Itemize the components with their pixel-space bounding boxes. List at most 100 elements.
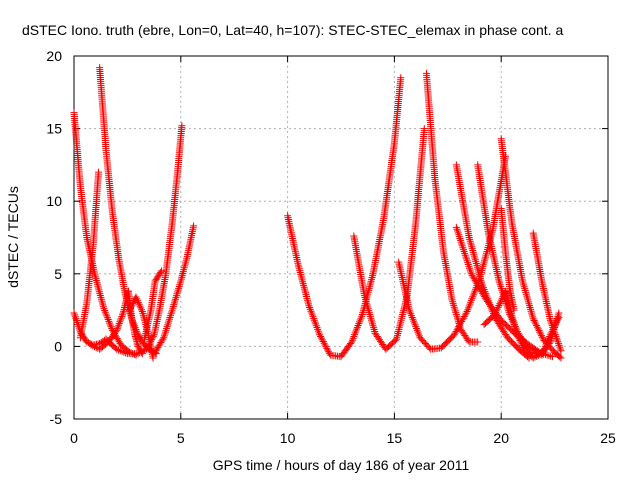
y-tick-label: 20	[46, 48, 62, 64]
data-point-marker	[524, 296, 532, 304]
data-point-marker	[156, 270, 164, 278]
data-point-marker	[470, 250, 478, 258]
data-point-marker	[527, 305, 535, 313]
data-point-marker	[164, 319, 172, 327]
data-point-marker	[165, 317, 173, 325]
data-point-marker	[316, 331, 324, 339]
data-point-marker	[136, 345, 144, 353]
data-point-marker	[459, 314, 467, 322]
data-point-marker	[314, 327, 322, 335]
data-point-marker	[454, 316, 462, 324]
data-point-marker	[526, 302, 534, 310]
data-point-marker	[391, 336, 399, 344]
data-point-marker	[176, 279, 184, 287]
data-point-marker	[557, 354, 565, 362]
data-point-marker	[117, 314, 125, 322]
data-point-marker	[101, 308, 109, 316]
data-point-marker	[496, 281, 504, 289]
data-point-marker	[122, 349, 130, 357]
data-point-marker	[482, 251, 490, 259]
data-point-marker	[311, 318, 319, 326]
data-point-marker	[473, 261, 481, 269]
data-point-marker	[130, 298, 138, 306]
data-point-marker	[548, 327, 556, 335]
data-point-marker	[542, 341, 550, 349]
data-point-marker	[533, 322, 541, 330]
data-point-marker	[462, 253, 470, 261]
data-point-marker	[99, 303, 107, 311]
data-point-marker	[554, 340, 562, 348]
data-point-marker	[320, 339, 328, 347]
data-point-marker	[546, 332, 554, 340]
data-point-marker	[452, 223, 460, 231]
grid-lines	[74, 56, 608, 419]
data-point-marker	[369, 320, 377, 328]
data-point-marker	[548, 353, 556, 361]
data-point-marker	[118, 312, 126, 320]
data-point-marker	[450, 331, 458, 339]
data-point-marker	[71, 313, 79, 321]
data-point-marker	[148, 334, 156, 342]
data-point-marker	[71, 311, 79, 319]
data-point-marker	[136, 302, 144, 310]
dstec-arc-series	[497, 204, 518, 314]
data-point-marker	[149, 332, 157, 340]
data-point-marker	[512, 328, 520, 336]
data-point-marker	[87, 341, 95, 349]
data-point-marker	[115, 346, 122, 354]
data-point-marker	[454, 229, 462, 237]
data-point-marker	[495, 277, 503, 285]
data-point-marker	[521, 286, 529, 294]
data-point-marker	[556, 343, 564, 351]
data-point-marker	[453, 314, 461, 322]
data-point-marker	[309, 313, 317, 321]
data-point-marker	[556, 345, 564, 353]
x-tick-label: 5	[177, 430, 185, 446]
data-point-marker	[448, 296, 456, 304]
data-point-marker	[73, 318, 81, 326]
data-point-marker	[347, 339, 355, 347]
data-point-marker	[471, 256, 479, 264]
data-point-marker	[317, 334, 325, 342]
data-point-marker	[134, 297, 142, 305]
x-tick-label: 0	[70, 430, 78, 446]
data-point-marker	[456, 321, 464, 329]
data-point-marker	[494, 303, 502, 311]
data-point-marker	[510, 306, 518, 314]
data-point-marker	[452, 309, 460, 317]
data-point-marker	[366, 312, 374, 320]
data-point-marker	[522, 288, 530, 296]
data-point-marker	[94, 284, 102, 292]
data-point-marker	[523, 292, 531, 300]
y-tick-label: 10	[46, 193, 62, 209]
x-tick-label: 25	[600, 430, 616, 446]
data-point-marker	[425, 344, 433, 352]
data-point-marker	[538, 349, 546, 357]
data-point-marker	[543, 339, 551, 347]
data-point-marker	[455, 320, 463, 328]
data-point-marker	[554, 315, 562, 323]
data-point-marker	[471, 254, 479, 262]
data-point-marker	[458, 240, 466, 248]
data-point-marker	[94, 282, 102, 290]
data-point-marker	[557, 347, 565, 355]
data-point-marker	[168, 306, 176, 314]
data-point-marker	[535, 327, 543, 335]
data-point-marker	[530, 316, 538, 324]
data-point-marker	[319, 338, 327, 346]
data-point-marker	[552, 319, 560, 327]
y-tick-label: -5	[50, 411, 63, 427]
data-point-marker	[322, 343, 330, 351]
data-point-marker	[93, 280, 101, 288]
data-point-marker	[547, 329, 555, 337]
data-point-marker	[550, 324, 558, 332]
x-axis-label: GPS time / hours of day 186 of year 2011	[213, 457, 470, 473]
data-point-marker	[98, 297, 106, 305]
data-point-marker	[370, 324, 378, 332]
data-point-marker	[97, 295, 105, 303]
data-point-marker	[525, 300, 533, 308]
data-point-marker	[312, 320, 320, 328]
data-point-marker	[106, 321, 114, 329]
data-point-marker	[454, 318, 462, 326]
data-point-marker	[534, 325, 542, 333]
